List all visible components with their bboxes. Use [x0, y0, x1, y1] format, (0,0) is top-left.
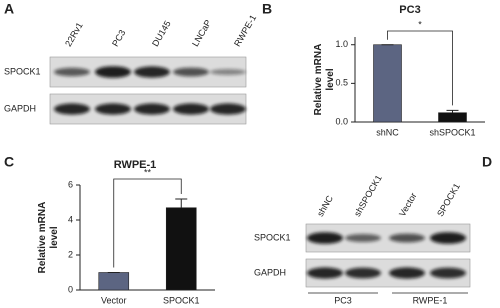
y-tick-label: 0.5 [335, 78, 348, 88]
y-tick-label: 1.0 [335, 39, 348, 49]
lane-label: PC3 [110, 28, 127, 48]
row-label: SPOCK1 [4, 66, 41, 76]
band [134, 103, 170, 115]
lane-label: shNC [315, 193, 335, 218]
band [95, 103, 131, 115]
significance-label: * [418, 19, 422, 29]
lane-label: DU145 [150, 19, 173, 48]
y-tick-label: 0.0 [335, 116, 348, 126]
panel-label: B [262, 1, 272, 17]
x-tick-label: Vector [101, 295, 127, 305]
row-label: GAPDH [4, 103, 36, 113]
band [389, 233, 425, 243]
band [345, 234, 381, 242]
error-bar [175, 198, 188, 208]
lane-label: Vector [397, 191, 418, 218]
band [95, 66, 131, 78]
band [307, 232, 343, 244]
band [430, 267, 466, 279]
band [54, 67, 90, 77]
y-axis-label-line: level [49, 226, 60, 248]
lane-label: SPOCK1 [435, 182, 462, 219]
significance-bracket [387, 30, 453, 106]
x-tick-label: shSPOCK1 [429, 127, 475, 137]
band [173, 67, 209, 77]
chart-title: RWPE-1 [114, 159, 157, 171]
x-tick-label: shNC [376, 127, 399, 137]
y-axis-label-line: level [325, 68, 336, 90]
y-axis-label: Relative mRNAlevel [37, 202, 60, 274]
lane-label: LNCaP [190, 18, 213, 48]
band [345, 267, 381, 279]
significance-bracket [113, 178, 182, 268]
panel-label: A [4, 1, 14, 17]
group-label: RWPE-1 [413, 295, 448, 305]
panel-label: D [482, 154, 492, 170]
lane-label: 22Rv1 [63, 21, 85, 49]
row-label: GAPDH [254, 267, 286, 277]
y-tick-label: 0 [68, 284, 73, 294]
y-axis-label-line: Relative mRNA [313, 44, 324, 116]
group-label: PC3 [334, 295, 352, 305]
error-bar [446, 109, 459, 113]
y-axis-label: Relative mRNAlevel [313, 44, 336, 116]
bar [373, 44, 402, 123]
band [307, 267, 343, 279]
y-tick-label: 6 [68, 179, 73, 189]
y-axis-label-line: Relative mRNA [37, 202, 48, 274]
band [430, 232, 466, 244]
x-tick-label: SPOCK1 [163, 295, 200, 305]
band [134, 66, 170, 78]
significance-label: ** [144, 167, 152, 177]
bar [98, 272, 130, 291]
band [389, 267, 425, 279]
bar [438, 112, 467, 123]
bar [165, 207, 197, 291]
chart-title: PC3 [399, 4, 420, 16]
band [173, 103, 209, 115]
band [210, 103, 246, 115]
band [210, 69, 246, 75]
band [54, 103, 90, 115]
row-label: SPOCK1 [254, 232, 291, 242]
y-tick-label: 4 [68, 214, 73, 224]
panel-label: C [4, 154, 14, 170]
lane-label: RWPE-1 [232, 13, 258, 48]
y-tick-label: 2 [68, 249, 73, 259]
lane-label: shSPOCK1 [352, 173, 384, 218]
